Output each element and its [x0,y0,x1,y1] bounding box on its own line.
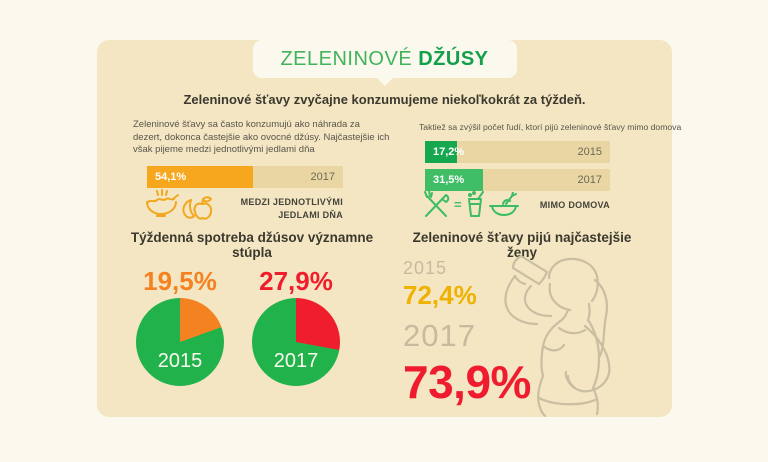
bar-year-label: 2017 [310,171,335,183]
left-paragraph: Zeleninové šťavy sa často konzumujú ako … [133,119,390,156]
between-meals-caption: MEDZI JEDNOTLIVÝMI JEDLAMI DŇA [173,196,343,221]
bar-outside-home-2017: 31,5% 2017 [425,169,610,191]
outside-home-caption: MIMO DOMOVA [539,200,610,210]
juice-glass-icon [467,191,484,217]
bar-between-meals-fill: 54,1% [147,166,254,188]
women-stats: 2015 72,4% 2017 73,9% [403,258,531,409]
women-stat-year-2017: 2017 [403,318,476,353]
bar-between-meals: 54,1% 2017 [147,166,343,188]
outside-home-icons: = [423,191,520,218]
pie-chart-2017: 2017 [252,298,340,386]
caption-line-1: MEDZI JEDNOTLIVÝMI [240,197,343,207]
pie-2015-value: 19,5% [143,266,217,296]
bar-value-label: 17,2% [433,146,465,158]
pie-chart-2015: 2015 [136,298,224,386]
bar-year-label: 2017 [577,174,602,186]
title-regular: ZELENINOVÉ [280,48,413,70]
pie-year-label: 2017 [273,350,319,372]
women-stat-year-2015: 2015 [403,258,448,278]
pie-year-label: 2015 [157,350,203,372]
women-stat-value-2017: 73,9% [403,356,531,408]
pie-2017-value: 27,9% [259,266,333,296]
veggie-bowl-icon [488,192,519,216]
caption-line-2: JEDLAMI DŇA [278,209,343,220]
crossed-cutlery-icon [424,191,450,217]
apple-slice-icon [182,196,213,220]
steaming-bowl-icon [146,189,179,217]
bar-value-label: 54,1% [155,171,187,183]
title-bold: DŽÚSY [418,48,489,70]
women-heading: Zeleninové šťavy pijú najčastejšie ženy [412,230,632,260]
pies-heading: Týždenná spotreba džúsov významne stúpla [130,230,374,260]
bar-value-label: 31,5% [433,174,465,186]
subtitle: Zeleninové šťavy zvyčajne konzumujeme ni… [183,92,586,107]
women-stat-value-2015: 72,4% [403,280,477,310]
equals-sign: = [454,197,462,212]
bar-outside-home-2015: 17,2% 2015 [425,141,610,163]
bar-year-label: 2015 [577,146,602,158]
title-badge: ZELENINOVÉ DŽÚSY [252,40,517,78]
woman-drinking-illustration [504,254,611,417]
infographic-card: ZELENINOVÉ DŽÚSY Zeleninové šťavy zvyčaj… [97,40,681,417]
right-paragraph: Taktiež sa zvýšil počet ľudí, ktorí pijú… [419,122,682,132]
bar-outside-home-2017-fill: 31,5% [425,169,484,191]
bar-outside-home-2015-fill: 17,2% [425,141,464,163]
